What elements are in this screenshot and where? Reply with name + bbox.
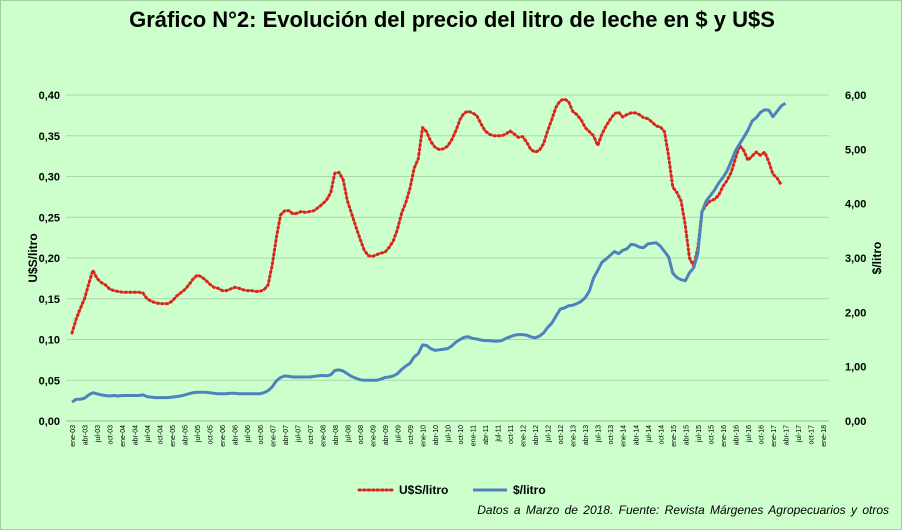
y-right-tick-label: 4,00 <box>845 199 866 211</box>
x-tick-label: ene-12 <box>521 425 528 447</box>
peso-series-line <box>71 101 787 404</box>
x-tick-label: ene-14 <box>621 425 628 447</box>
x-tick-label: oct-05 <box>208 425 215 445</box>
x-tick-label: abr-03 <box>83 425 90 445</box>
x-tick-label: abr-12 <box>533 425 540 445</box>
x-tick-label: oct-09 <box>408 425 415 445</box>
usd-series-line <box>70 97 783 335</box>
x-tick-label: abr-04 <box>133 425 140 445</box>
x-tick-label: abr-13 <box>583 425 590 445</box>
y-right-tick-label: 6,00 <box>845 90 866 102</box>
x-tick-label: ene-10 <box>420 425 427 447</box>
x-tick-label: abr-15 <box>683 425 690 445</box>
y-left-tick-label: 0,25 <box>39 212 60 224</box>
x-tick-label: oct-04 <box>158 425 165 445</box>
x-tick-label: ene-18 <box>821 425 828 447</box>
chart-title: Gráfico N°2: Evolución del precio del li… <box>129 7 775 32</box>
x-tick-label: ene-09 <box>370 425 377 447</box>
y-right-tick-label: 5,00 <box>845 144 866 156</box>
x-tick-label: abr-14 <box>633 425 640 445</box>
y-left-tick-label: 0,00 <box>39 416 60 428</box>
y-right-tick-label: 1,00 <box>845 362 866 374</box>
x-tick-label: ene-06 <box>220 425 227 447</box>
x-tick-label: ene-13 <box>571 425 578 447</box>
y-left-tick-label: 0,40 <box>39 90 60 102</box>
y-left-tick-label: 0,20 <box>39 253 60 265</box>
x-tick-label: oct-10 <box>458 425 465 445</box>
legend-peso-label: $/litro <box>513 483 546 497</box>
x-tick-label: ene-17 <box>771 425 778 447</box>
x-tick-label: abr-06 <box>233 425 240 445</box>
x-tick-label: ene-05 <box>170 425 177 447</box>
y-left-tick-label: 0,30 <box>39 172 60 184</box>
x-tick-label: ene-11 <box>471 425 478 446</box>
x-tick-label: abr-09 <box>383 425 390 445</box>
x-tick-label: abr-11 <box>483 425 490 445</box>
x-tick-label: jul-14 <box>646 425 653 443</box>
y-right-tick-label: 2,00 <box>845 307 866 319</box>
x-tick-label: abr-05 <box>183 425 190 445</box>
x-tick-label: jul-06 <box>245 425 252 443</box>
x-tick-label: jul-05 <box>195 425 202 443</box>
y-right-axis-label: $/litro <box>870 242 884 275</box>
source-note: Datos a Marzo de 2018. Fuente: Revista M… <box>477 503 889 517</box>
x-tick-label: jul-08 <box>345 425 352 443</box>
x-tick-label: abr-07 <box>283 425 290 445</box>
x-tick-label: jul-15 <box>696 425 703 443</box>
y-left-axis-label: U$S/litro <box>26 233 40 282</box>
x-tick-label: ene-16 <box>721 425 728 447</box>
y-right-tick-label: 0,00 <box>845 416 866 428</box>
line-chart: 0,00 0,05 0,10 0,15 0,20 0,25 0,30 0,35 0,40 0,00… <box>26 90 884 497</box>
x-tick-label: jul-03 <box>95 425 102 443</box>
x-tick-label: oct-11 <box>508 425 515 444</box>
x-tick-label: jul-12 <box>546 425 553 443</box>
x-tick-label: jul-17 <box>796 425 803 443</box>
x-tick-label: abr-10 <box>433 425 440 445</box>
x-tick-label: abr-16 <box>733 425 740 445</box>
x-tick-label: jul-11 <box>496 425 503 443</box>
y-left-tick-label: 0,35 <box>39 131 60 143</box>
x-tick-label: ene-07 <box>270 425 277 447</box>
x-tick-label: ene-15 <box>671 425 678 447</box>
x-tick-label: oct-14 <box>658 425 665 445</box>
x-tick-label: oct-08 <box>358 425 365 445</box>
x-tick-label: oct-03 <box>108 425 115 445</box>
y-left-tick-label: 0,10 <box>39 335 60 347</box>
x-tick-label: ene-04 <box>120 425 127 447</box>
legend-usd-label: U$S/litro <box>399 483 448 497</box>
x-tick-label: jul-09 <box>395 425 402 443</box>
x-tick-label: jul-13 <box>596 425 603 443</box>
y-right-tick-label: 3,00 <box>845 253 866 265</box>
x-tick-label: ene-03 <box>70 425 77 447</box>
y-left-tick-label: 0,05 <box>39 375 60 387</box>
x-tick-label: abr-17 <box>783 425 790 445</box>
x-tick-label: abr-08 <box>333 425 340 445</box>
x-tick-label: ene-08 <box>320 425 327 447</box>
x-tick-label: oct-13 <box>608 425 615 445</box>
x-tick-label: oct-17 <box>808 425 815 445</box>
x-tick-label: jul-07 <box>295 425 302 443</box>
x-tick-label: oct-06 <box>258 425 265 445</box>
x-tick-label: oct-16 <box>758 425 765 445</box>
x-tick-label: jul-10 <box>446 425 453 443</box>
x-tick-label: oct-15 <box>708 425 715 445</box>
x-tick-label: jul-16 <box>746 425 753 443</box>
x-tick-label: oct-12 <box>558 425 565 445</box>
x-tick-label: jul-04 <box>145 425 152 443</box>
y-left-tick-label: 0,15 <box>39 294 60 306</box>
x-tick-label: oct-07 <box>308 425 315 445</box>
